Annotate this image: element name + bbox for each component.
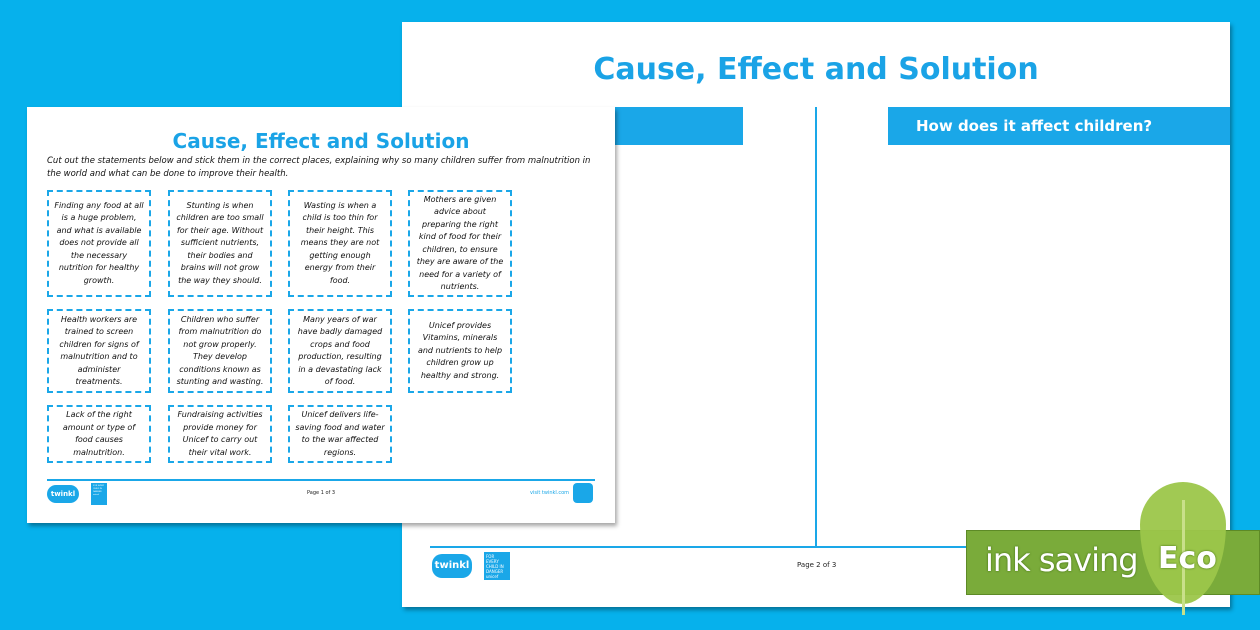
page-title: Cause, Effect and Solution [593, 52, 1039, 87]
twinkl-logo: twinkl [432, 554, 472, 578]
website-link[interactable]: visit twinkl.com [530, 490, 570, 496]
ink-saving-label: ink saving [985, 541, 1139, 579]
unicef-logo: FOR EVERY CHILD IN DANGER unicef [484, 552, 510, 580]
twinkl-logo: twinkl [47, 485, 79, 503]
statement-card: Lack of the right amount or type of food… [47, 405, 151, 463]
statement-card: Unicef provides Vitamins, minerals and n… [408, 309, 512, 393]
statement-card: Unicef delivers life-saving food and wat… [288, 405, 392, 463]
eco-badge: Eco [1158, 541, 1217, 576]
page-number: Page 1 of 3 [307, 490, 336, 496]
column-header-effect: How does it affect children? [888, 107, 1230, 145]
statement-card: Many years of war have badly damaged cro… [288, 309, 392, 393]
statement-card: Children who suffer from malnutrition do… [168, 309, 272, 393]
page-title: Cause, Effect and Solution [172, 129, 470, 153]
footer-divider [430, 546, 1230, 548]
statement-card: Fundraising activities provide money for… [168, 405, 272, 463]
unicef-logo: FOR EVERY CHILD IN DANGER unicef [91, 483, 107, 505]
statement-card: Finding any food at all is a huge proble… [47, 190, 151, 297]
badge-icon [573, 483, 593, 503]
leaf-stem-icon [1182, 500, 1185, 615]
footer-divider [47, 479, 595, 481]
instructions: Cut out the statements below and stick t… [47, 156, 591, 179]
statement-card: Wasting is when a child is too thin for … [288, 190, 392, 297]
statement-card: Mothers are given advice about preparing… [408, 190, 512, 297]
statement-card: Stunting is when children are too small … [168, 190, 272, 297]
column-divider [815, 107, 817, 547]
statement-card: Health workers are trained to screen chi… [47, 309, 151, 393]
worksheet-page-1: Cause, Effect and Solution Cut out the s… [27, 107, 615, 523]
page-number: Page 2 of 3 [797, 561, 837, 569]
